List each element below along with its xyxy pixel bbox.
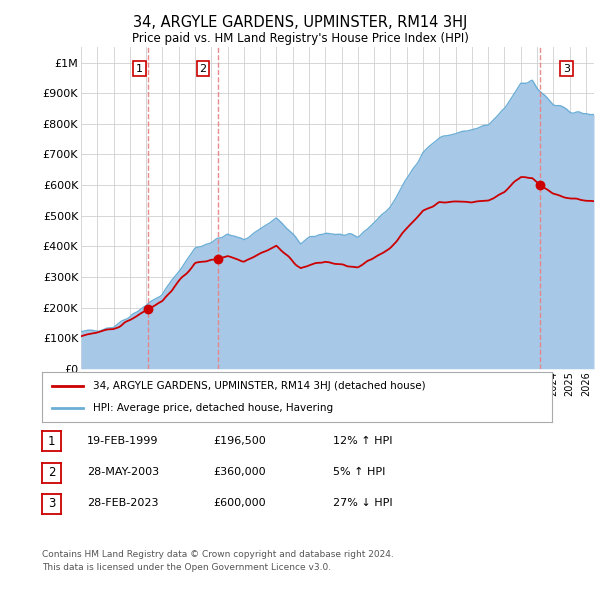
Text: £196,500: £196,500	[213, 436, 266, 445]
Text: 1: 1	[136, 64, 143, 74]
Text: HPI: Average price, detached house, Havering: HPI: Average price, detached house, Have…	[93, 403, 333, 413]
Text: 28-FEB-2023: 28-FEB-2023	[87, 499, 158, 508]
Text: This data is licensed under the Open Government Licence v3.0.: This data is licensed under the Open Gov…	[42, 563, 331, 572]
Text: 34, ARGYLE GARDENS, UPMINSTER, RM14 3HJ: 34, ARGYLE GARDENS, UPMINSTER, RM14 3HJ	[133, 15, 467, 30]
Text: 19-FEB-1999: 19-FEB-1999	[87, 436, 158, 445]
Text: 3: 3	[563, 64, 570, 74]
Point	[535, 181, 544, 190]
Text: 5% ↑ HPI: 5% ↑ HPI	[333, 467, 385, 477]
Text: 34, ARGYLE GARDENS, UPMINSTER, RM14 3HJ (detached house): 34, ARGYLE GARDENS, UPMINSTER, RM14 3HJ …	[93, 381, 425, 391]
Text: 1: 1	[48, 435, 55, 448]
Text: 2: 2	[200, 64, 207, 74]
Text: £600,000: £600,000	[213, 499, 266, 508]
Point	[213, 254, 223, 263]
Text: 12% ↑ HPI: 12% ↑ HPI	[333, 436, 392, 445]
Text: 3: 3	[48, 497, 55, 510]
Text: Price paid vs. HM Land Registry's House Price Index (HPI): Price paid vs. HM Land Registry's House …	[131, 32, 469, 45]
Text: £360,000: £360,000	[213, 467, 266, 477]
Text: 27% ↓ HPI: 27% ↓ HPI	[333, 499, 392, 508]
Text: Contains HM Land Registry data © Crown copyright and database right 2024.: Contains HM Land Registry data © Crown c…	[42, 550, 394, 559]
Text: 2: 2	[48, 466, 55, 479]
Text: 28-MAY-2003: 28-MAY-2003	[87, 467, 159, 477]
Point	[143, 304, 153, 313]
